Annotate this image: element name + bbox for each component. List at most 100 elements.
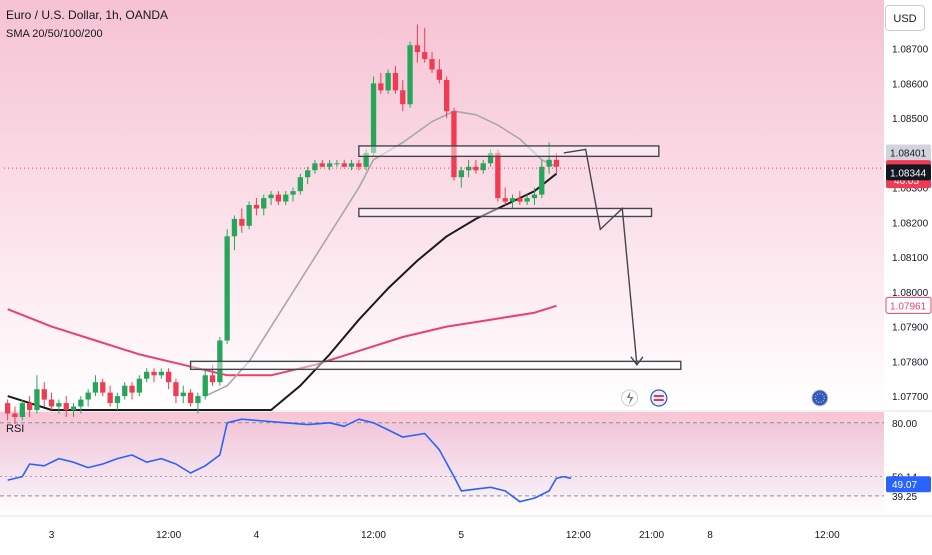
price-label-bg bbox=[886, 164, 931, 181]
candle-body bbox=[283, 194, 289, 202]
candle-body bbox=[70, 406, 77, 410]
candle-body bbox=[327, 163, 333, 167]
candle-body bbox=[129, 385, 135, 393]
y-tick-label: 1.08100 bbox=[892, 253, 929, 264]
candle-body bbox=[209, 375, 216, 383]
candle-body bbox=[5, 403, 11, 414]
candle-body bbox=[48, 399, 55, 407]
y-tick-label: 1.08700 bbox=[892, 45, 929, 56]
candle-body bbox=[41, 389, 47, 400]
candle-body bbox=[356, 163, 362, 167]
candle-body bbox=[27, 403, 33, 410]
y-tick-label: 1.07900 bbox=[892, 323, 929, 334]
x-tick-label: 8 bbox=[707, 530, 713, 541]
candle-body bbox=[187, 392, 194, 403]
zone-box-2 bbox=[358, 207, 653, 218]
candle-body bbox=[444, 79, 450, 112]
candle-body bbox=[19, 403, 25, 417]
eu-stars bbox=[814, 392, 825, 404]
currency-button[interactable]: USD bbox=[885, 5, 925, 31]
candle-body bbox=[144, 371, 150, 379]
candle-body bbox=[85, 392, 91, 400]
candle-body bbox=[517, 198, 523, 202]
candle-body bbox=[56, 403, 62, 407]
candle-body bbox=[122, 385, 128, 397]
x-tick-label: 5 bbox=[459, 530, 465, 541]
rsi-level-label: 39.25 bbox=[892, 492, 917, 503]
candle-body bbox=[480, 163, 486, 171]
rsi-current-label: 49.07 bbox=[892, 480, 917, 491]
y-tick-label: 1.08000 bbox=[892, 288, 929, 299]
candle-body bbox=[414, 45, 421, 53]
candle-body bbox=[531, 194, 538, 199]
price-axis-background bbox=[884, 0, 932, 516]
candle-body bbox=[151, 371, 157, 376]
candle-body bbox=[363, 152, 369, 167]
candle-body bbox=[495, 152, 501, 199]
candle-body bbox=[422, 52, 428, 59]
candle-body bbox=[158, 371, 164, 376]
candle-body bbox=[312, 163, 318, 171]
price-label: 1.07961 bbox=[890, 301, 927, 312]
chart-title[interactable]: Euro / U.S. Dollar, 1h, OANDA bbox=[6, 8, 169, 22]
y-tick-label: 1.07800 bbox=[892, 357, 929, 368]
candle-body bbox=[370, 83, 377, 153]
candle-body bbox=[63, 403, 69, 410]
candle-body bbox=[458, 170, 464, 178]
candle-body bbox=[436, 69, 442, 80]
candle-body bbox=[78, 399, 84, 407]
sma-gray-line bbox=[204, 110, 557, 397]
candle-body bbox=[173, 382, 179, 397]
flag-stripe bbox=[653, 395, 664, 397]
zone-box-1 bbox=[358, 145, 660, 158]
candle-body bbox=[290, 191, 296, 195]
candle-body bbox=[246, 205, 252, 226]
x-tick-label: 3 bbox=[49, 530, 55, 541]
y-tick-label: 1.08200 bbox=[892, 218, 929, 229]
candle-body bbox=[553, 159, 560, 167]
price-label: 1.08401 bbox=[890, 149, 927, 160]
projection-path bbox=[563, 148, 638, 365]
candle-body bbox=[239, 218, 245, 226]
candle-body bbox=[392, 73, 399, 91]
candle-body bbox=[341, 163, 347, 167]
candle-body bbox=[136, 378, 142, 393]
candle-body bbox=[473, 166, 479, 171]
eu-flag-icon bbox=[811, 389, 829, 407]
x-tick-label: 21:00 bbox=[639, 530, 664, 541]
candle-body bbox=[539, 166, 545, 195]
candle-body bbox=[451, 111, 457, 178]
countdown-label: 46:05 bbox=[894, 176, 919, 187]
candle-body bbox=[429, 59, 435, 70]
candle-body bbox=[275, 194, 281, 202]
us-flag-icon bbox=[650, 389, 668, 407]
candle-body bbox=[12, 413, 18, 417]
candle-body bbox=[92, 382, 99, 393]
y-tick-label: 1.08600 bbox=[892, 79, 929, 90]
candle-body bbox=[202, 375, 208, 397]
rsi-current-bg bbox=[886, 476, 931, 493]
candle-body bbox=[546, 159, 552, 167]
candle-body bbox=[261, 198, 267, 209]
x-tick-label: 12:00 bbox=[815, 530, 840, 541]
zone-box-3 bbox=[189, 360, 682, 371]
price-label-bg bbox=[885, 296, 932, 314]
candle-body bbox=[487, 152, 494, 164]
price-label-bg bbox=[886, 144, 931, 161]
sma-indicator-label[interactable]: SMA 20/50/100/200 bbox=[6, 28, 103, 40]
rsi-line bbox=[7, 418, 572, 503]
rsi-label[interactable]: RSI bbox=[6, 423, 25, 435]
candle-body bbox=[334, 163, 340, 165]
candle-body bbox=[224, 236, 230, 341]
flag-stripe bbox=[653, 399, 664, 401]
candle-body bbox=[297, 177, 303, 192]
price-label: 1.08344 bbox=[890, 168, 927, 179]
projection-arrowhead bbox=[630, 356, 644, 366]
candle-body bbox=[502, 198, 508, 202]
y-tick-label: 1.08500 bbox=[892, 114, 929, 125]
candle-body bbox=[231, 218, 238, 237]
candle-body bbox=[268, 194, 274, 199]
x-tick-label: 12:00 bbox=[361, 530, 386, 541]
